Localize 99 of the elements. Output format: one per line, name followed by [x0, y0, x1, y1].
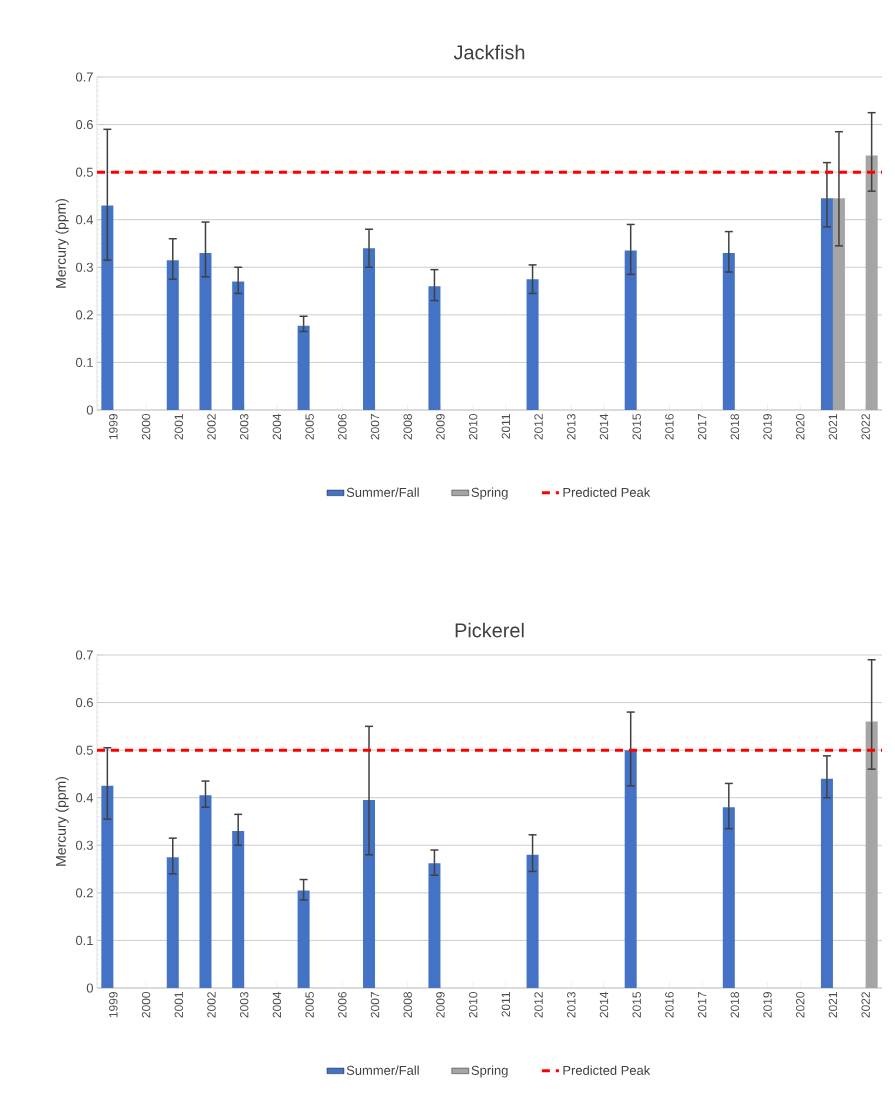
legend-label: Summer/Fall	[346, 1065, 419, 1075]
y-tick-label: 0.4	[75, 215, 94, 225]
y-tick-label: 0.1	[75, 357, 93, 367]
x-tick-label: 2012	[534, 414, 543, 440]
y-tick-label: 0.7	[75, 72, 93, 82]
x-tick-label: 2015	[632, 414, 641, 440]
y-tick-label: 0.4	[75, 793, 94, 803]
x-tick-label: 2020	[796, 413, 805, 440]
y-tick-label: 0.2	[75, 310, 93, 320]
legend-label: Spring	[471, 487, 508, 500]
x-tick-label: 2017	[697, 414, 707, 440]
bar	[363, 800, 376, 988]
x-tick-label: 2014	[599, 413, 609, 440]
x-tick-label: 2009	[436, 992, 445, 1018]
x-tick-label: 2006	[338, 414, 347, 440]
chart-title: Jackfish	[453, 44, 525, 60]
y-tick-label: 0.3	[75, 262, 93, 272]
x-tick-label: 2003	[239, 992, 249, 1018]
bar	[166, 260, 179, 410]
x-tick-label: 2012	[534, 992, 543, 1018]
legend-label: Predicted Peak	[563, 487, 651, 497]
x-tick-label: 2020	[796, 991, 805, 1018]
x-tick-label: 2000	[141, 991, 151, 1018]
bar	[363, 248, 376, 410]
bar	[428, 286, 441, 410]
x-tick-label: 1999	[109, 992, 118, 1018]
x-tick-label: 2010	[468, 413, 478, 440]
x-tick-label: 2007	[370, 992, 380, 1018]
bar	[832, 198, 845, 410]
x-tick-label: 2015	[632, 992, 641, 1018]
bar	[820, 778, 833, 988]
y-tick-label: 0.1	[75, 935, 93, 945]
y-tick-label: 0.5	[75, 167, 93, 177]
chart-title: Pickerel	[455, 622, 524, 638]
x-tick-label: 2010	[468, 991, 478, 1018]
x-tick-label: 2019	[763, 992, 772, 1018]
x-tick-label: 2001	[174, 414, 183, 440]
x-tick-label: 2021	[828, 992, 838, 1018]
bar	[232, 281, 245, 410]
x-tick-label: 2011	[501, 414, 511, 439]
x-tick-label: 2017	[697, 992, 707, 1018]
bar	[101, 205, 114, 410]
legend-label: Spring	[471, 1065, 508, 1078]
bar	[297, 890, 310, 988]
x-tick-label: 2008	[403, 992, 412, 1018]
x-tick-label: 2001	[174, 992, 183, 1018]
x-tick-label: 2018	[730, 414, 740, 440]
x-tick-label: 2000	[141, 413, 151, 440]
bar	[232, 831, 245, 988]
bar	[820, 198, 833, 410]
x-tick-label: 2016	[665, 414, 674, 440]
y-tick-label: 0	[86, 983, 93, 993]
x-tick-label: 2016	[665, 992, 674, 1018]
x-tick-label: 2004	[272, 413, 282, 440]
x-tick-label: 1999	[109, 414, 118, 440]
x-tick-label: 2018	[730, 992, 740, 1018]
x-tick-label: 2022	[861, 414, 870, 440]
y-tick-label: 0.5	[75, 745, 93, 755]
bar	[865, 721, 878, 988]
bar	[199, 795, 212, 988]
bar	[428, 863, 441, 988]
y-axis-title: Mercury (ppm)	[55, 777, 69, 866]
bar	[624, 750, 637, 988]
bar	[624, 250, 637, 410]
bar	[101, 785, 114, 988]
bar	[526, 854, 539, 988]
x-tick-label: 2019	[763, 414, 772, 440]
x-tick-label: 2005	[305, 992, 314, 1018]
y-tick-label: 0.7	[75, 650, 93, 660]
bar	[526, 279, 539, 410]
bar	[865, 155, 878, 410]
bar	[297, 325, 310, 410]
y-tick-label: 0.6	[75, 697, 93, 708]
legend-label: Predicted Peak	[563, 1065, 651, 1075]
bar	[722, 253, 735, 410]
x-tick-label: 2014	[599, 991, 609, 1018]
x-tick-label: 2006	[338, 992, 347, 1018]
x-tick-label: 2007	[370, 414, 380, 440]
x-tick-label: 2003	[239, 414, 249, 440]
x-tick-label: 2004	[272, 991, 282, 1018]
legend-label: Summer/Fall	[346, 487, 419, 497]
x-tick-label: 2013	[567, 414, 576, 440]
y-axis-title: Mercury (ppm)	[55, 199, 69, 288]
x-tick-label: 2005	[305, 414, 314, 440]
bar	[722, 807, 735, 988]
x-tick-label: 2013	[567, 992, 576, 1018]
x-tick-label: 2011	[501, 992, 511, 1017]
x-tick-label: 2002	[207, 992, 216, 1018]
bar	[166, 857, 179, 988]
y-tick-label: 0.6	[75, 119, 93, 130]
y-tick-label: 0.2	[75, 888, 93, 898]
x-tick-label: 2002	[207, 414, 216, 440]
x-tick-label: 2021	[828, 414, 838, 440]
y-tick-label: 0.3	[75, 840, 93, 850]
x-tick-label: 2022	[861, 992, 870, 1018]
y-tick-label: 0	[86, 405, 93, 415]
x-tick-label: 2008	[403, 414, 412, 440]
bar	[199, 253, 212, 410]
x-tick-label: 2009	[436, 414, 445, 440]
